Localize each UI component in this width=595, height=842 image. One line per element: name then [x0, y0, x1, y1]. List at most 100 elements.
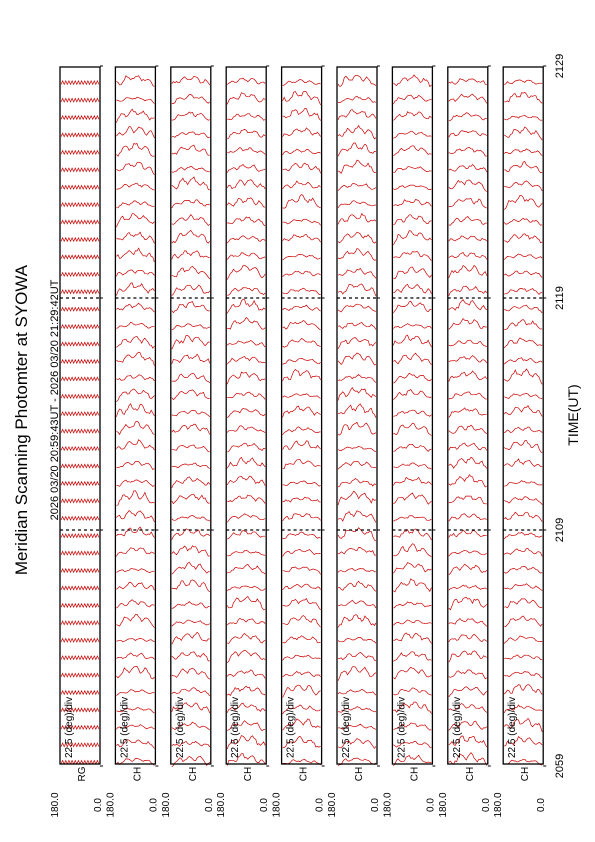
trace-line	[282, 704, 321, 715]
trace-line	[60, 393, 100, 399]
trace-line	[448, 720, 488, 731]
trace-line	[116, 351, 155, 366]
trace-line	[116, 162, 155, 175]
trace-line	[116, 336, 155, 349]
trace-line	[337, 421, 377, 436]
trace-line	[337, 159, 377, 175]
trace-line	[171, 176, 210, 191]
trace-line	[171, 144, 210, 156]
trace-line	[282, 393, 321, 399]
trace-line	[227, 494, 266, 504]
trace-line	[448, 179, 488, 192]
trace-line	[393, 543, 432, 557]
trace-line	[60, 306, 100, 312]
y-min-label: 0.0	[425, 798, 436, 812]
trace-line	[60, 341, 100, 347]
panel-frame	[59, 66, 101, 765]
trace-line	[393, 166, 432, 173]
trace-line	[116, 96, 155, 104]
trace-line	[171, 528, 211, 540]
trace-line	[171, 75, 211, 86]
trace-line	[60, 585, 100, 591]
trace-line	[393, 145, 432, 157]
trace-line	[448, 735, 488, 748]
trace-line	[393, 130, 432, 139]
trace-line	[503, 717, 543, 733]
trace-line	[503, 511, 543, 522]
trace-line	[226, 685, 266, 697]
trace-line	[60, 533, 100, 539]
trace-line	[227, 216, 266, 227]
trace-line	[503, 531, 543, 540]
trace-line	[171, 579, 211, 593]
trace-line	[171, 702, 211, 714]
trace-line	[504, 126, 543, 141]
y-min-label: 0.0	[204, 798, 215, 812]
trace-line	[171, 651, 210, 662]
trace-line	[171, 601, 210, 609]
trace-line	[282, 440, 321, 450]
trace-line	[448, 147, 487, 157]
trace-line	[448, 370, 488, 382]
trace-line	[116, 547, 155, 557]
trace-line	[504, 91, 543, 104]
trace-line	[60, 167, 100, 173]
trace-line	[282, 459, 321, 470]
trace-line	[226, 371, 266, 385]
trace-line	[337, 74, 377, 87]
trace-line	[116, 652, 155, 660]
trace-line	[171, 323, 210, 331]
trace-line	[448, 513, 487, 522]
trace-line	[60, 411, 100, 417]
trace-line	[227, 633, 266, 644]
trace-line	[337, 461, 376, 470]
trace-line	[282, 180, 321, 190]
trace-line	[393, 562, 432, 574]
trace-line	[226, 235, 266, 244]
trace-line	[116, 739, 155, 749]
trace-line	[226, 77, 266, 85]
trace-line	[393, 409, 432, 417]
trace-line	[448, 474, 487, 488]
channel-label: CH	[409, 767, 420, 781]
trace-line	[503, 566, 543, 574]
trace-line	[116, 568, 155, 573]
trace-line	[282, 218, 321, 226]
trace-line	[60, 498, 100, 504]
trace-line	[448, 549, 487, 557]
trace-line	[116, 388, 155, 402]
trace-line	[448, 703, 488, 713]
trace-line	[337, 231, 377, 244]
trace-line	[171, 284, 211, 296]
trace-line	[337, 637, 377, 644]
scale-label: 22.5 (deg)/div	[396, 697, 407, 758]
trace-line	[448, 78, 487, 86]
trace-line	[116, 479, 155, 487]
trace-line	[60, 707, 100, 713]
trace-line	[282, 654, 321, 661]
trace-line	[171, 389, 210, 401]
trace-line	[171, 111, 210, 121]
trace-line	[337, 706, 377, 713]
trace-line	[337, 142, 377, 157]
trace-line	[393, 214, 432, 226]
trace-line	[337, 352, 377, 366]
trace-line	[448, 198, 487, 209]
y-min-label: 0.0	[93, 798, 104, 812]
trace-line	[282, 405, 321, 418]
trace-line	[448, 633, 488, 643]
trace-line	[60, 358, 100, 365]
trace-line	[226, 753, 266, 766]
trace-line	[227, 720, 266, 732]
trace-line	[503, 217, 543, 226]
channel-label: CH	[465, 767, 476, 781]
trace-line	[448, 442, 488, 451]
trace-line	[393, 198, 432, 207]
trace-line	[337, 403, 377, 418]
trace-line	[503, 704, 543, 713]
y-max-label: 180.0	[327, 792, 338, 817]
trace-line	[504, 270, 543, 278]
trace-line	[171, 353, 211, 365]
